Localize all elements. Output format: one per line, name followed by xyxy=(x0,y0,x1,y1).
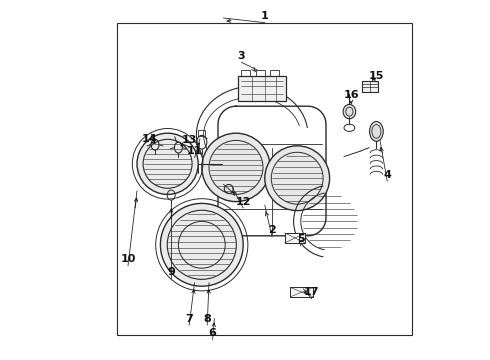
Text: 1: 1 xyxy=(261,11,269,21)
Ellipse shape xyxy=(369,122,383,141)
Bar xyxy=(362,81,378,92)
Text: 5: 5 xyxy=(297,234,305,244)
Text: 8: 8 xyxy=(203,314,211,324)
Circle shape xyxy=(160,203,243,286)
Text: 12: 12 xyxy=(236,197,251,207)
Bar xyxy=(238,76,286,101)
Bar xyxy=(256,70,265,76)
Text: 13: 13 xyxy=(181,135,197,145)
Bar xyxy=(270,70,279,76)
Text: 6: 6 xyxy=(209,328,217,338)
Circle shape xyxy=(202,133,270,202)
Bar xyxy=(117,23,413,335)
Text: 11: 11 xyxy=(187,146,202,156)
Text: 17: 17 xyxy=(304,287,319,297)
Circle shape xyxy=(265,146,330,211)
Text: 10: 10 xyxy=(121,254,136,264)
Text: 15: 15 xyxy=(368,71,384,81)
Text: 9: 9 xyxy=(167,267,175,277)
Text: 4: 4 xyxy=(383,170,391,180)
Text: 2: 2 xyxy=(268,225,276,235)
Bar xyxy=(285,233,305,243)
Text: 7: 7 xyxy=(185,314,193,324)
Bar xyxy=(198,130,205,136)
Circle shape xyxy=(137,133,198,194)
Bar xyxy=(290,287,314,297)
Ellipse shape xyxy=(343,104,356,119)
Bar xyxy=(242,70,250,76)
Text: 3: 3 xyxy=(238,51,245,61)
Text: 14: 14 xyxy=(142,134,157,144)
Text: 16: 16 xyxy=(343,90,359,100)
